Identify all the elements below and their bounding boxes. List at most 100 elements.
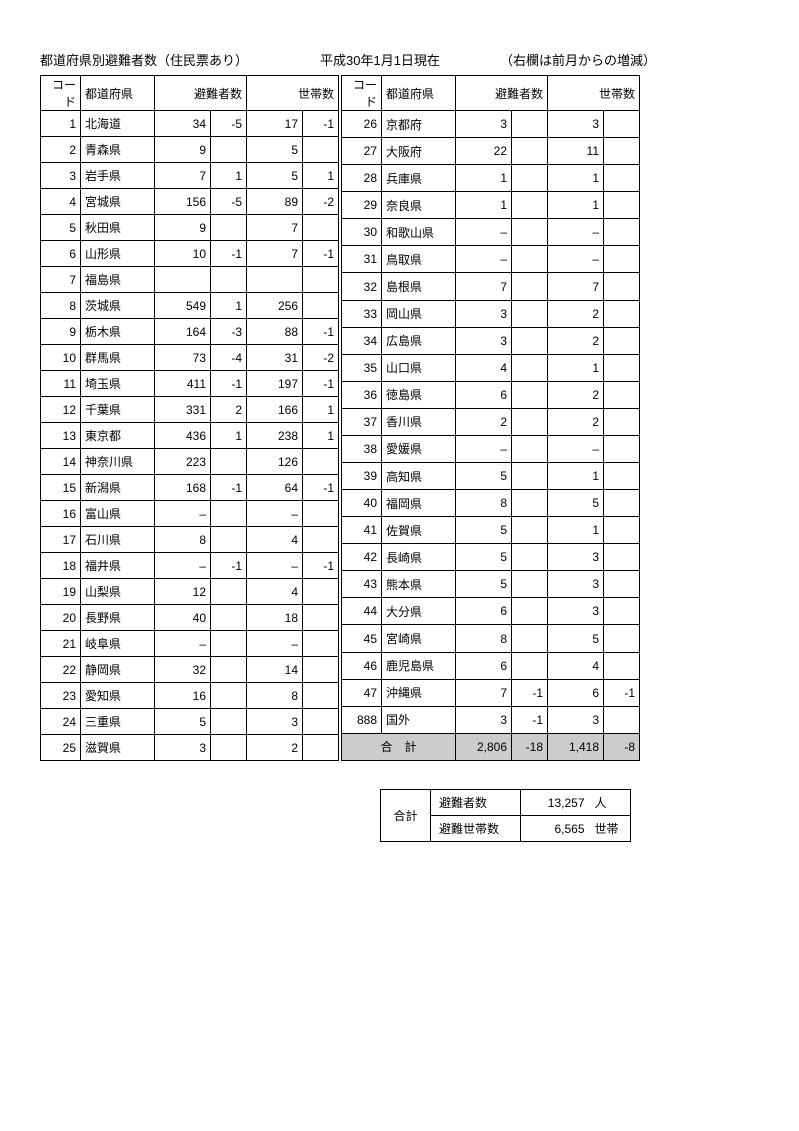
cell: 6 [548, 679, 604, 706]
cell: 166 [247, 397, 303, 423]
cell: 4 [548, 652, 604, 679]
summary-label: 合計 [381, 790, 431, 842]
cell [604, 544, 640, 571]
cell: 45 [342, 625, 382, 652]
cell: 22 [456, 138, 512, 165]
cell [247, 267, 303, 293]
cell: 大分県 [382, 598, 456, 625]
col-evacuees-header: 避難者数 [456, 76, 548, 111]
cell: 1 [548, 517, 604, 544]
cell: -1 [604, 679, 640, 706]
cell: 5 [456, 571, 512, 598]
cell: -1 [512, 679, 548, 706]
page-header: 都道府県別避難者数（住民票あり） 平成30年1月1日現在 （右欄は前月からの増減… [40, 50, 759, 69]
cell [512, 544, 548, 571]
cell [512, 246, 548, 273]
table-row: 19山梨県124 [41, 579, 339, 605]
cell: 6 [456, 381, 512, 408]
cell: 1 [303, 163, 339, 189]
cell [512, 327, 548, 354]
cell [211, 631, 247, 657]
cell: 47 [342, 679, 382, 706]
cell: – [247, 553, 303, 579]
cell: 1 [41, 111, 81, 137]
cell [604, 300, 640, 327]
cell [211, 709, 247, 735]
cell: 5 [456, 463, 512, 490]
cell: 436 [155, 423, 211, 449]
cell: 徳島県 [382, 381, 456, 408]
cell: 和歌山県 [382, 219, 456, 246]
cell: 21 [41, 631, 81, 657]
cell: – [247, 631, 303, 657]
cell: 群馬県 [81, 345, 155, 371]
cell: 山梨県 [81, 579, 155, 605]
cell [604, 652, 640, 679]
table-row: 12千葉県33121661 [41, 397, 339, 423]
left-header-row: コード 都道府県 避難者数 世帯数 [41, 76, 339, 111]
cell: 25 [41, 735, 81, 761]
cell: 宮城県 [81, 189, 155, 215]
cell [512, 598, 548, 625]
cell [303, 501, 339, 527]
cell: – [456, 246, 512, 273]
cell: 1 [303, 423, 339, 449]
cell [512, 435, 548, 462]
cell [604, 625, 640, 652]
cell: 238 [247, 423, 303, 449]
cell: 沖縄県 [382, 679, 456, 706]
cell: 三重県 [81, 709, 155, 735]
cell: 44 [342, 598, 382, 625]
cell [303, 735, 339, 761]
cell [604, 273, 640, 300]
cell: 26 [342, 111, 382, 138]
title-left: 都道府県別避難者数（住民票あり） [40, 50, 320, 69]
cell: 126 [247, 449, 303, 475]
cell: -1 [303, 319, 339, 345]
table-row: 31鳥取県–– [342, 246, 640, 273]
table-row: 27大阪府2211 [342, 138, 640, 165]
cell: 38 [342, 435, 382, 462]
cell: 埼玉県 [81, 371, 155, 397]
cell: 長崎県 [382, 544, 456, 571]
cell: 滋賀県 [81, 735, 155, 761]
cell: – [155, 553, 211, 579]
cell: 16 [41, 501, 81, 527]
cell: 宮崎県 [382, 625, 456, 652]
table-row: 21岐阜県–– [41, 631, 339, 657]
cell [303, 683, 339, 709]
cell: -1 [303, 111, 339, 137]
cell: 7 [456, 273, 512, 300]
table-row: 1北海道34-517-1 [41, 111, 339, 137]
cell: 7 [247, 241, 303, 267]
cell: 14 [247, 657, 303, 683]
cell: 168 [155, 475, 211, 501]
cell [604, 408, 640, 435]
cell [512, 219, 548, 246]
cell [604, 192, 640, 219]
right-table: コード 都道府県 避難者数 世帯数 26京都府3327大阪府221128兵庫県1… [341, 75, 640, 761]
cell: 8 [456, 625, 512, 652]
table-row: 22静岡県3214 [41, 657, 339, 683]
cell: 33 [342, 300, 382, 327]
cell: 秋田県 [81, 215, 155, 241]
table-row: 30和歌山県–– [342, 219, 640, 246]
cell: 411 [155, 371, 211, 397]
cell: 888 [342, 706, 382, 733]
cell: 3 [548, 544, 604, 571]
cell: 奈良県 [382, 192, 456, 219]
table-row: 35山口県41 [342, 354, 640, 381]
col-pref-header: 都道府県 [382, 76, 456, 111]
cell [604, 246, 640, 273]
cell [303, 293, 339, 319]
cell: 栃木県 [81, 319, 155, 345]
cell: 42 [342, 544, 382, 571]
total-label: 合 計 [342, 733, 456, 760]
table-row: 23愛知県168 [41, 683, 339, 709]
cell: 岐阜県 [81, 631, 155, 657]
cell [512, 490, 548, 517]
cell: 3 [548, 706, 604, 733]
total-row: 合 計2,806-181,418-8 [342, 733, 640, 760]
cell: 12 [41, 397, 81, 423]
cell [211, 605, 247, 631]
